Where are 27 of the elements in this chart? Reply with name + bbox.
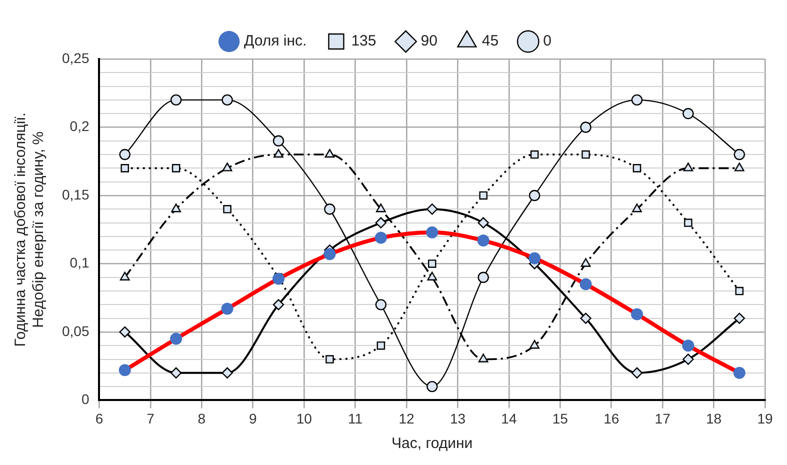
x-tick-label: 6 bbox=[95, 410, 104, 426]
x-tick-label: 10 bbox=[296, 410, 312, 426]
x-tick-label: 16 bbox=[604, 410, 620, 426]
x-tick-label: 11 bbox=[348, 410, 363, 426]
x-tick-label: 9 bbox=[248, 410, 257, 426]
y-tick-label: 0,2 bbox=[70, 118, 90, 134]
x-tick-label: 7 bbox=[146, 410, 155, 426]
x-tick-label: 15 bbox=[552, 410, 568, 426]
x-tick-label: 17 bbox=[654, 410, 671, 426]
x-tick-label: 12 bbox=[398, 410, 415, 426]
y-tick-label: 0,15 bbox=[62, 186, 90, 202]
x-tick-label: 18 bbox=[706, 410, 722, 426]
x-tick-label: 8 bbox=[198, 410, 206, 426]
y-tick-label: 0 bbox=[81, 391, 90, 408]
x-tick-label: 13 bbox=[450, 410, 466, 426]
x-tick-label: 19 bbox=[757, 410, 773, 426]
y-tick-label: 0,1 bbox=[70, 254, 90, 271]
legend-label: 135 bbox=[351, 32, 376, 50]
legend-label: Доля інс. bbox=[244, 32, 307, 50]
y-tick-label: 0,05 bbox=[62, 322, 90, 339]
y-tick-label: 0,25 bbox=[62, 50, 90, 66]
y-axis-title: Годинна частка добової інсоляції. Недобір енергії за годину, % bbox=[12, 112, 48, 347]
legend-label: 0 bbox=[543, 32, 552, 50]
x-axis-title: Час, години bbox=[392, 435, 473, 452]
legend-label: 45 bbox=[482, 32, 499, 50]
x-tick-label: 14 bbox=[501, 410, 517, 426]
legend-label: 90 bbox=[420, 32, 438, 50]
